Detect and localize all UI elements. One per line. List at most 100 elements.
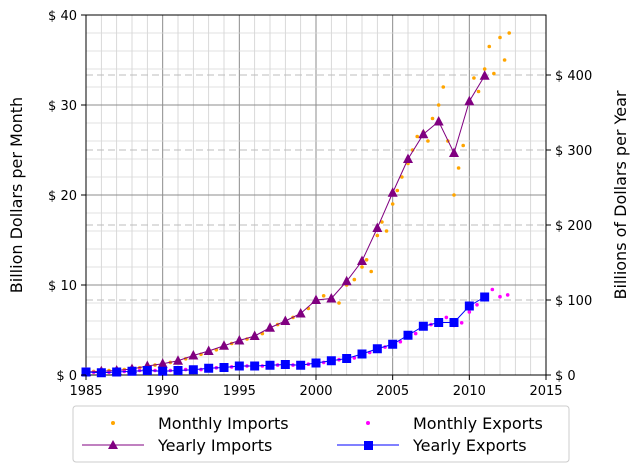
monthly-exports-point [505, 293, 510, 297]
yearly-imports-marker [464, 95, 475, 106]
monthly-exports-point [490, 287, 495, 292]
y-left-tick-label: $ 30 [48, 99, 77, 114]
yearly-exports-marker [388, 339, 398, 349]
monthly-imports-point [360, 265, 364, 269]
monthly-imports-point [321, 294, 326, 298]
yearly-exports-marker [449, 318, 459, 327]
monthly-imports-point [452, 193, 456, 197]
y-right-tick-label: $ 200 [555, 219, 592, 234]
yearly-imports-marker [188, 350, 199, 360]
monthly-imports-point [395, 188, 400, 193]
yearly-exports-marker [357, 349, 367, 359]
monthly-imports-point [352, 277, 357, 282]
legend-marker-monthly-exports [366, 421, 370, 425]
yearly-imports-marker [341, 275, 352, 286]
y-left-tick-label: $ 40 [48, 9, 77, 24]
legend-label-monthly-imports: Monthly Imports [158, 414, 289, 433]
yearly-imports-marker [280, 315, 291, 325]
monthly-imports-point [380, 220, 384, 224]
yearly-exports-marker [372, 344, 382, 354]
yearly-imports-marker [249, 330, 260, 340]
yearly-imports-marker [203, 345, 214, 355]
yearly-exports-marker [403, 330, 413, 340]
yearly-exports-marker [234, 361, 244, 371]
yearly-exports-marker [142, 366, 152, 375]
monthly-imports-point [507, 31, 512, 35]
monthly-exports-point [444, 315, 449, 320]
yearly-exports-marker [158, 366, 168, 376]
yearly-exports-marker [342, 354, 352, 363]
y-left-tick-label: $ 0 [56, 369, 77, 384]
legend-frame [72, 405, 570, 463]
monthly-imports-point [482, 67, 487, 71]
monthly-imports-point [384, 229, 389, 233]
yearly-imports-marker [295, 308, 306, 318]
series-yearly-exports [81, 292, 490, 378]
monthly-imports-point [369, 269, 374, 274]
yearly-imports-marker [219, 340, 229, 350]
yearly-imports-marker [403, 153, 413, 163]
monthly-imports-point [461, 143, 466, 148]
yearly-exports-marker [96, 368, 106, 378]
legend-label-yearly-exports: Yearly Exports [412, 436, 527, 455]
monthly-exports-point [498, 294, 502, 299]
monthly-imports-point [492, 71, 496, 76]
monthly-imports-point [430, 116, 435, 121]
monthly-imports-point [337, 301, 341, 305]
monthly-exports-point [475, 303, 479, 307]
monthly-imports-point [441, 85, 446, 89]
monthly-imports-point [487, 44, 492, 49]
yearly-exports-marker [311, 358, 321, 368]
monthly-imports-point [426, 139, 430, 143]
yearly-exports-marker [219, 363, 229, 372]
yearly-exports-marker [250, 361, 260, 371]
yearly-exports-marker [188, 365, 198, 375]
yearly-imports-marker [433, 116, 444, 126]
y-axis-right-title: Billions of Dollars per Year [611, 90, 630, 299]
monthly-imports-point [390, 202, 395, 206]
monthly-imports-point [498, 35, 502, 40]
monthly-imports-point [436, 103, 441, 107]
y-right-tick-label: $ 0 [555, 369, 576, 384]
monthly-imports-point [472, 76, 476, 80]
x-tick-label: 2015 [529, 384, 562, 399]
monthly-exports-point [413, 331, 418, 336]
yearly-imports-marker [479, 70, 490, 80]
yearly-exports-marker [464, 301, 474, 311]
legend: Monthly Imports Monthly Exports Yearly I… [72, 405, 570, 463]
monthly-imports-point [415, 134, 420, 139]
monthly-imports-point [375, 233, 380, 238]
yearly-imports-marker [418, 128, 429, 139]
legend-marker-yearly-imports [108, 440, 118, 449]
monthly-imports-point [502, 58, 507, 62]
monthly-exports-point [467, 310, 472, 314]
y-right-tick-label: $ 100 [555, 294, 592, 309]
yearly-imports-marker [311, 294, 321, 304]
yearly-exports-marker [418, 321, 428, 331]
monthly-imports-point [476, 89, 481, 94]
yearly-exports-marker [81, 367, 91, 377]
yearly-exports-marker [112, 367, 122, 377]
yearly-imports-marker [387, 187, 398, 197]
x-tick-label: 1985 [69, 384, 102, 399]
y-right-tick-label: $ 400 [555, 69, 592, 84]
yearly-exports-marker [434, 318, 444, 327]
yearly-exports-marker [173, 366, 183, 375]
y-left-tick-label: $ 20 [48, 189, 77, 204]
monthly-exports-point [459, 321, 464, 325]
yearly-exports-marker [296, 360, 306, 370]
yearly-imports-marker [326, 293, 337, 303]
y-axis-left-title: Billion Dollars per Month [7, 97, 26, 293]
legend-marker-monthly-imports [111, 421, 115, 425]
monthly-imports-point [364, 258, 369, 262]
grid [85, 14, 547, 376]
monthly-imports-point [400, 175, 404, 179]
yearly-imports-marker [173, 355, 183, 365]
tick-layer: 1985 1990 1995 2000 2005 2010 2015$ 0$ 10$ 20$… [48, 9, 592, 399]
yearly-exports-marker [280, 360, 290, 369]
series-layer [81, 31, 512, 378]
x-tick-label: 1990 [146, 384, 179, 399]
yearly-imports-marker [157, 358, 168, 368]
